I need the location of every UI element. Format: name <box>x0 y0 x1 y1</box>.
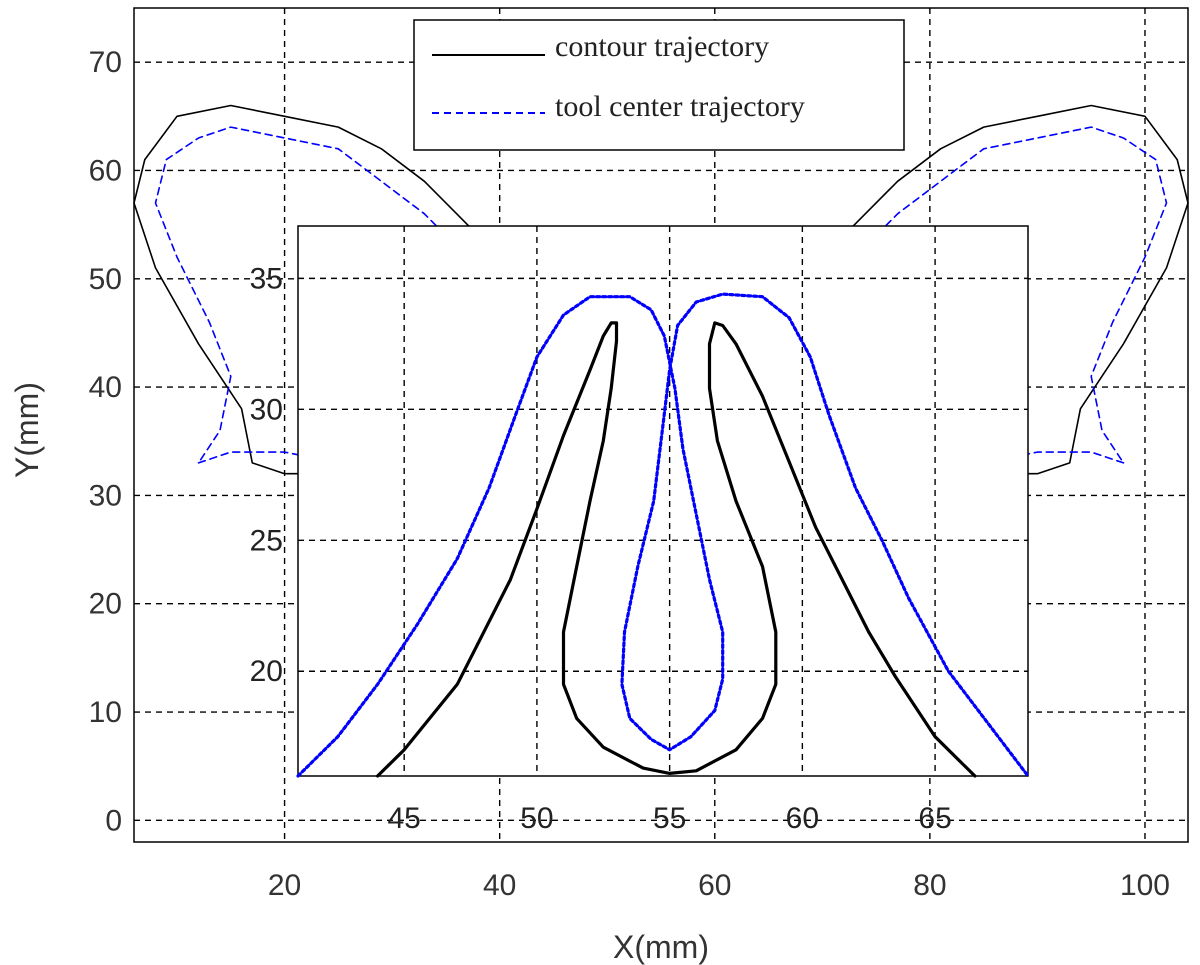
inset-y-tick-label-35: 35 <box>250 262 283 295</box>
inset-plot-area <box>297 225 1029 777</box>
inset-x-tick-label-60: 60 <box>786 802 819 835</box>
main-y-tick-label-60: 60 <box>89 154 122 187</box>
main-y-tick-label-70: 70 <box>89 46 122 79</box>
legend-label-tool-center: tool center trajectory <box>555 90 805 123</box>
inset-grid <box>298 226 1028 776</box>
inset-x-tick-label-65: 65 <box>918 802 951 835</box>
inset-x-tick-label-45: 45 <box>387 802 420 835</box>
inset-ticks: 45 50 55 60 65 20 25 30 35 <box>250 262 952 835</box>
main-y-tick-label-0: 0 <box>105 804 122 837</box>
inset-x-tick-label-55: 55 <box>653 802 686 835</box>
main-y-tick-label-20: 20 <box>89 588 122 621</box>
inset-y-tick-label-30: 30 <box>250 393 283 426</box>
inset-y-tick-label-25: 25 <box>250 524 283 557</box>
main-y-tick-label-40: 40 <box>89 371 122 404</box>
legend: contour trajectory tool center trajector… <box>413 19 905 151</box>
legend-label-contour: contour trajectory <box>555 30 769 63</box>
inset-series-1-left <box>296 292 1030 778</box>
x-axis-title: X(mm) <box>613 929 709 965</box>
main-x-tick-label-80: 80 <box>913 869 946 902</box>
inset-series-0-left <box>376 321 977 778</box>
legend-box <box>413 19 905 151</box>
inset-axes: 45 50 55 60 65 20 25 30 35 <box>250 225 1030 835</box>
inset-series <box>296 292 1030 778</box>
main-x-tick-label-60: 60 <box>698 869 731 902</box>
main-y-tick-label-30: 30 <box>89 479 122 512</box>
main-y-tick-label-10: 10 <box>89 696 122 729</box>
inset-y-tick-label-20: 20 <box>250 655 283 688</box>
inset-x-tick-label-50: 50 <box>520 802 553 835</box>
main-x-tick-label-20: 20 <box>268 869 301 902</box>
main-x-tick-label-100: 100 <box>1120 869 1170 902</box>
main-x-tick-label-40: 40 <box>483 869 516 902</box>
main-y-tick-label-50: 50 <box>89 263 122 296</box>
y-axis-title: Y(mm) <box>9 382 45 478</box>
main-ticks: 20 40 60 80 100 0 10 20 30 40 50 60 70 <box>89 46 1170 902</box>
